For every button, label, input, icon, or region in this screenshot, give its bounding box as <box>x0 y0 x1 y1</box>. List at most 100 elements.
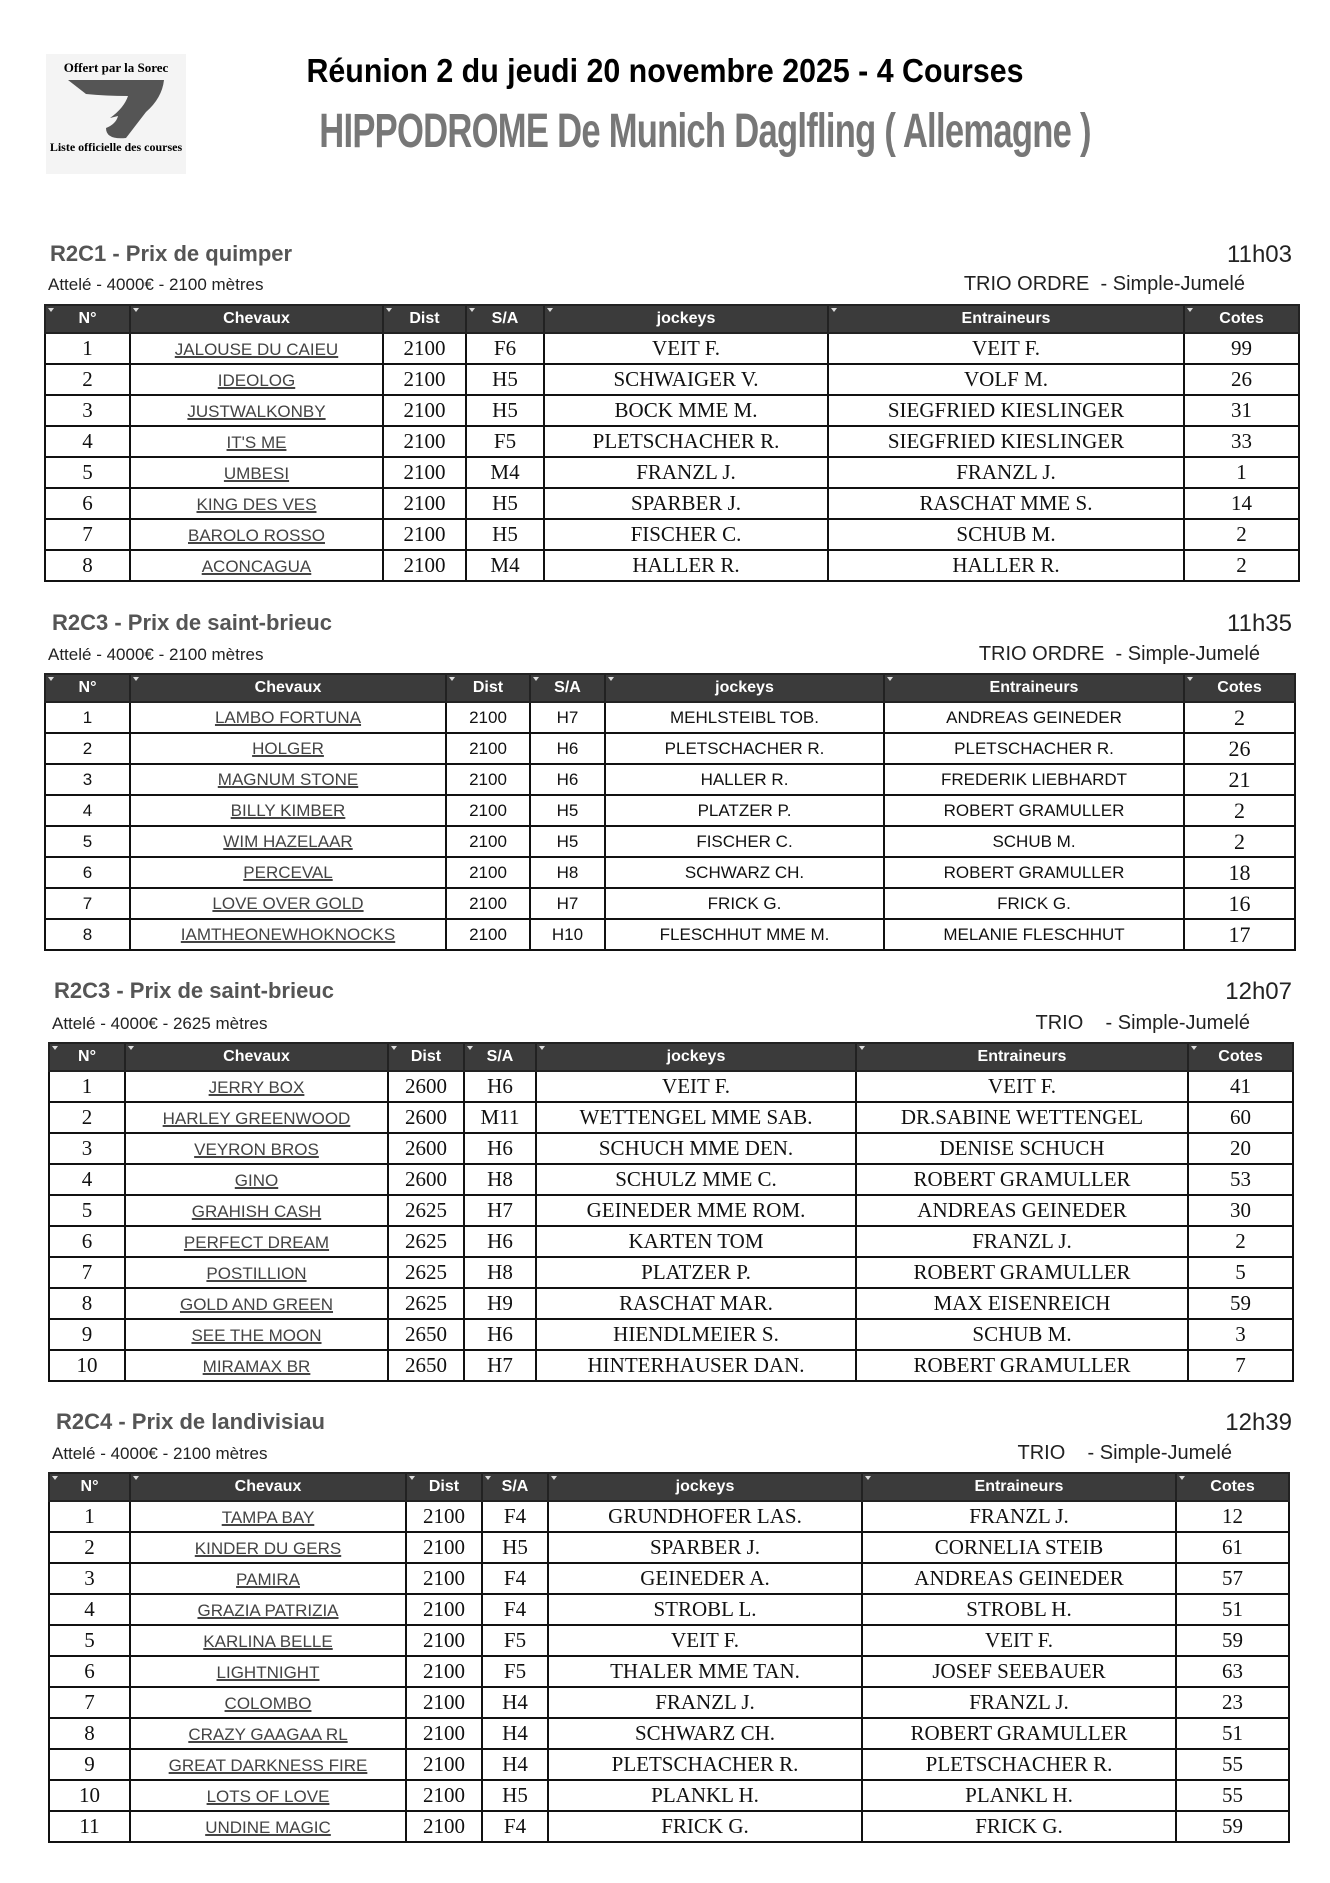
column-header-distance[interactable]: Dist <box>387 1042 465 1072</box>
cell-horse[interactable]: TAMPA BAY <box>129 1500 407 1533</box>
column-header-sex-age[interactable]: S/A <box>529 673 606 703</box>
column-header-number[interactable]: N° <box>44 304 131 334</box>
column-header-odds[interactable]: Cotes <box>1183 304 1300 334</box>
horse-link[interactable]: JALOUSE DU CAIEU <box>174 340 339 359</box>
column-header-sex-age[interactable]: S/A <box>481 1472 549 1502</box>
horse-link[interactable]: HOLGER <box>252 738 324 758</box>
column-header-distance[interactable]: Dist <box>445 673 531 703</box>
horse-link[interactable]: GOLD AND GREEN <box>179 1295 334 1314</box>
horse-link[interactable]: UMBESI <box>223 464 290 483</box>
cell-horse[interactable]: UMBESI <box>129 456 384 489</box>
horse-link[interactable]: PERCEVAL <box>243 862 333 882</box>
cell-horse[interactable]: GREAT DARKNESS FIRE <box>129 1748 407 1781</box>
horse-link[interactable]: JUSTWALKONBY <box>187 402 326 421</box>
column-header-distance[interactable]: Dist <box>382 304 467 334</box>
column-header-jockey[interactable]: jockeys <box>547 1472 863 1502</box>
column-header-distance[interactable]: Dist <box>405 1472 483 1502</box>
cell-horse[interactable]: COLOMBO <box>129 1686 407 1719</box>
column-header-trainer[interactable]: Entraineurs <box>855 1042 1189 1072</box>
cell-horse[interactable]: GINO <box>124 1163 389 1196</box>
column-header-horse[interactable]: Chevaux <box>129 304 384 334</box>
column-header-odds[interactable]: Cotes <box>1175 1472 1290 1502</box>
cell-horse[interactable]: VEYRON BROS <box>124 1132 389 1165</box>
horse-link[interactable]: KINDER DU GERS <box>194 1539 342 1558</box>
horse-link[interactable]: MIRAMAX BR <box>202 1357 311 1376</box>
column-header-horse[interactable]: Chevaux <box>129 673 447 703</box>
horse-link[interactable]: BAROLO ROSSO <box>188 526 325 545</box>
horse-link[interactable]: LAMBO FORTUNA <box>214 707 362 727</box>
horse-link[interactable]: ACONCAGUA <box>201 557 312 576</box>
horse-link[interactable]: VEYRON BROS <box>194 1140 319 1159</box>
horse-link[interactable]: LOVE OVER GOLD <box>212 893 364 913</box>
horse-link[interactable]: SEE THE MOON <box>191 1326 322 1345</box>
cell-horse[interactable]: GOLD AND GREEN <box>124 1287 389 1320</box>
cell-horse[interactable]: ACONCAGUA <box>129 549 384 582</box>
horse-link[interactable]: LIGHTNIGHT <box>216 1663 320 1682</box>
horse-link[interactable]: GINO <box>234 1171 279 1190</box>
column-header-odds[interactable]: Cotes <box>1187 1042 1294 1072</box>
horse-link[interactable]: KARLINA BELLE <box>203 1632 333 1651</box>
column-header-horse[interactable]: Chevaux <box>129 1472 407 1502</box>
horse-link[interactable]: MAGNUM STONE <box>217 769 359 789</box>
cell-horse[interactable]: LAMBO FORTUNA <box>129 701 447 734</box>
cell-horse[interactable]: JALOUSE DU CAIEU <box>129 332 384 365</box>
horse-link[interactable]: WIM HAZELAAR <box>223 831 353 851</box>
cell-horse[interactable]: WIM HAZELAAR <box>129 825 447 858</box>
column-header-trainer[interactable]: Entraineurs <box>883 673 1185 703</box>
cell-horse[interactable]: MIRAMAX BR <box>124 1349 389 1382</box>
cell-horse[interactable]: JERRY BOX <box>124 1070 389 1103</box>
column-header-number[interactable]: N° <box>48 1042 126 1072</box>
horse-link[interactable]: IAMTHEONEWHOKNOCKS <box>180 924 396 944</box>
cell-horse[interactable]: GRAHISH CASH <box>124 1194 389 1227</box>
horse-link[interactable]: GRAHISH CASH <box>191 1202 322 1221</box>
cell-horse[interactable]: UNDINE MAGIC <box>129 1810 407 1843</box>
column-header-number[interactable]: N° <box>44 673 131 703</box>
horse-link[interactable]: PAMIRA <box>236 1570 300 1589</box>
cell-horse[interactable]: IAMTHEONEWHOKNOCKS <box>129 918 447 951</box>
cell-horse[interactable]: KARLINA BELLE <box>129 1624 407 1657</box>
horse-link[interactable]: TAMPA BAY <box>221 1508 315 1527</box>
cell-horse[interactable]: HOLGER <box>129 732 447 765</box>
cell-horse[interactable]: PERCEVAL <box>129 856 447 889</box>
cell-horse[interactable]: HARLEY GREENWOOD <box>124 1101 389 1134</box>
column-header-odds[interactable]: Cotes <box>1183 673 1296 703</box>
column-header-trainer[interactable]: Entraineurs <box>827 304 1185 334</box>
horse-link[interactable]: IDEOLOG <box>217 371 296 390</box>
cell-horse[interactable]: PERFECT DREAM <box>124 1225 389 1258</box>
cell-horse[interactable]: KING DES VES <box>129 487 384 520</box>
cell-horse[interactable]: LIGHTNIGHT <box>129 1655 407 1688</box>
horse-link[interactable]: GRAZIA PATRIZIA <box>197 1601 339 1620</box>
cell-horse[interactable]: GRAZIA PATRIZIA <box>129 1593 407 1626</box>
cell-horse[interactable]: SEE THE MOON <box>124 1318 389 1351</box>
horse-link[interactable]: POSTILLION <box>206 1264 307 1283</box>
horse-link[interactable]: IT'S ME <box>226 433 287 452</box>
cell-horse[interactable]: IDEOLOG <box>129 363 384 396</box>
horse-link[interactable]: COLOMBO <box>224 1694 312 1713</box>
horse-link[interactable]: PERFECT DREAM <box>183 1233 330 1252</box>
cell-horse[interactable]: IT'S ME <box>129 425 384 458</box>
cell-horse[interactable]: LOTS OF LOVE <box>129 1779 407 1812</box>
cell-horse[interactable]: KINDER DU GERS <box>129 1531 407 1564</box>
column-header-jockey[interactable]: jockeys <box>535 1042 857 1072</box>
cell-horse[interactable]: BAROLO ROSSO <box>129 518 384 551</box>
horse-link[interactable]: CRAZY GAAGAA RL <box>188 1725 348 1744</box>
column-header-sex-age[interactable]: S/A <box>463 1042 537 1072</box>
cell-horse[interactable]: PAMIRA <box>129 1562 407 1595</box>
cell-horse[interactable]: CRAZY GAAGAA RL <box>129 1717 407 1750</box>
cell-horse[interactable]: BILLY KIMBER <box>129 794 447 827</box>
column-header-number[interactable]: N° <box>48 1472 131 1502</box>
cell-horse[interactable]: LOVE OVER GOLD <box>129 887 447 920</box>
horse-link[interactable]: KING DES VES <box>196 495 317 514</box>
column-header-jockey[interactable]: jockeys <box>604 673 885 703</box>
column-header-jockey[interactable]: jockeys <box>543 304 829 334</box>
horse-link[interactable]: BILLY KIMBER <box>230 800 346 820</box>
cell-horse[interactable]: JUSTWALKONBY <box>129 394 384 427</box>
horse-link[interactable]: UNDINE MAGIC <box>205 1818 331 1837</box>
horse-link[interactable]: LOTS OF LOVE <box>206 1787 330 1806</box>
cell-horse[interactable]: POSTILLION <box>124 1256 389 1289</box>
column-header-horse[interactable]: Chevaux <box>124 1042 389 1072</box>
column-header-sex-age[interactable]: S/A <box>465 304 545 334</box>
horse-link[interactable]: GREAT DARKNESS FIRE <box>168 1756 368 1775</box>
horse-link[interactable]: JERRY BOX <box>208 1078 305 1097</box>
column-header-trainer[interactable]: Entraineurs <box>861 1472 1177 1502</box>
